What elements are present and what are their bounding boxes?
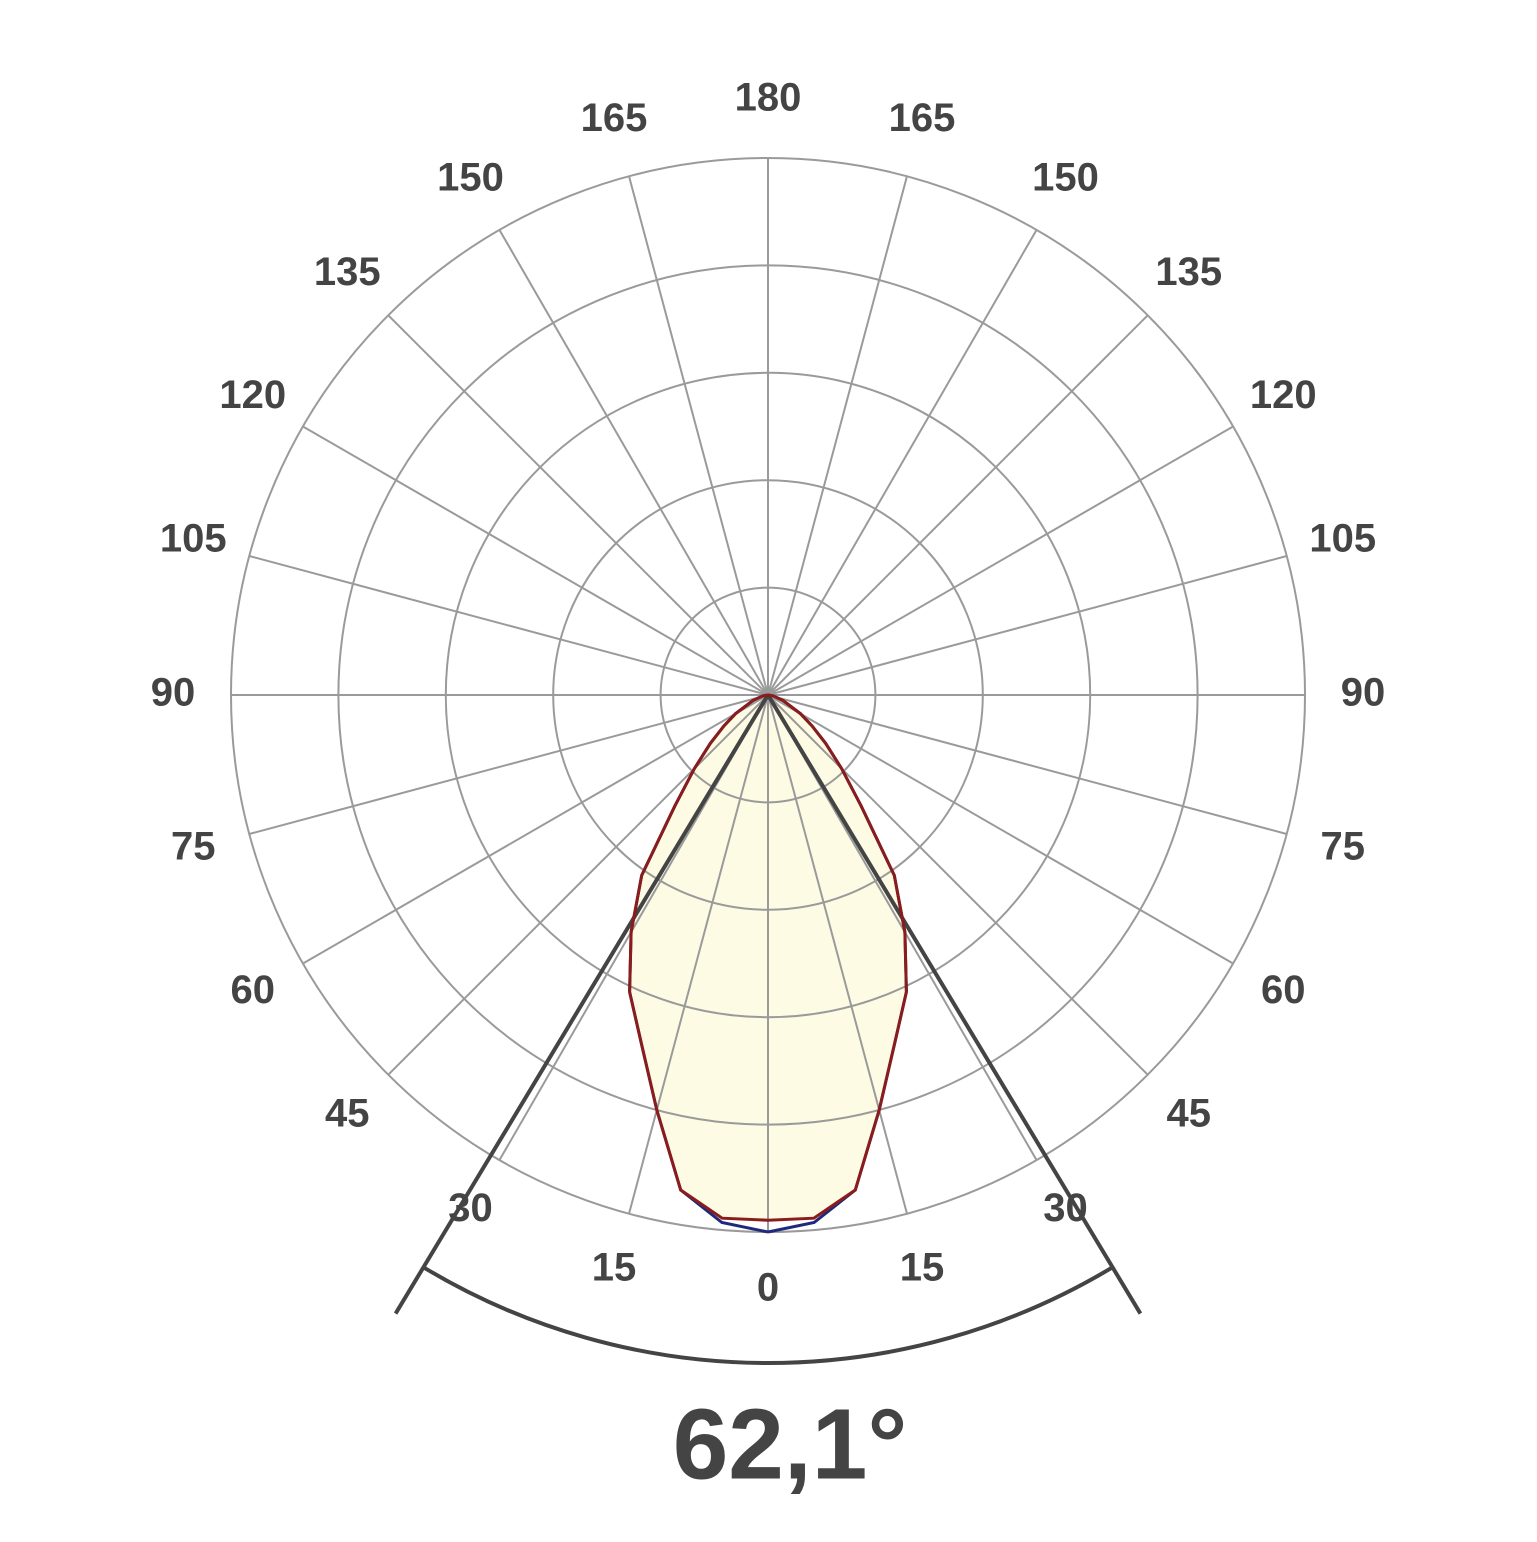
angle-label: 60 [230, 968, 275, 1012]
grid-spoke [628, 176, 769, 696]
grid-spoke [767, 555, 1287, 696]
grid-spoke [249, 694, 769, 835]
angle-label: 105 [160, 517, 227, 561]
angle-label: 15 [592, 1245, 637, 1289]
angle-label: 90 [1341, 671, 1386, 715]
angle-label: 120 [1250, 373, 1317, 417]
angle-label: 165 [581, 96, 648, 140]
grid-spoke [302, 694, 769, 965]
grid-spoke [628, 694, 769, 1214]
angle-label: 30 [1043, 1186, 1088, 1230]
angle-label: 0 [757, 1266, 779, 1310]
grid-spoke [767, 425, 1234, 696]
angle-label: 150 [1032, 155, 1099, 199]
grid-spoke [498, 229, 769, 696]
angle-label: 30 [448, 1186, 493, 1230]
grid-spoke [767, 176, 908, 696]
angle-label: 135 [1155, 250, 1222, 294]
beam-line [766, 693, 1143, 1315]
angle-label: 150 [437, 155, 504, 199]
grid-spoke [387, 694, 769, 1076]
angle-label: 15 [900, 1245, 945, 1289]
beam-line [393, 693, 770, 1315]
angle-label: 45 [325, 1091, 370, 1135]
angle-label: 90 [151, 671, 196, 715]
grid-spoke [767, 694, 908, 1214]
grid-spoke [249, 555, 769, 696]
angle-label: 75 [171, 825, 216, 869]
angle-label: 60 [1261, 968, 1306, 1012]
grid-spoke [767, 694, 1287, 835]
curve-line [628, 693, 769, 1222]
angle-label: 135 [314, 250, 381, 294]
curve-line [767, 693, 908, 1222]
beam-angle-label: 62,1° [673, 1388, 908, 1500]
beam-arc [422, 1265, 1114, 1366]
angle-label: 165 [889, 96, 956, 140]
angle-label: 75 [1320, 825, 1365, 869]
angle-label: 105 [1309, 517, 1376, 561]
angle-label: 180 [735, 76, 802, 120]
angle-label: 45 [1166, 1091, 1211, 1135]
grid-spoke [387, 314, 769, 696]
grid-spoke [767, 694, 1149, 1076]
angle-label: 120 [219, 373, 286, 417]
grid-spoke [767, 314, 1149, 696]
grid-spoke [302, 425, 769, 696]
grid-spoke [767, 694, 1234, 965]
grid-spoke [767, 229, 1038, 696]
